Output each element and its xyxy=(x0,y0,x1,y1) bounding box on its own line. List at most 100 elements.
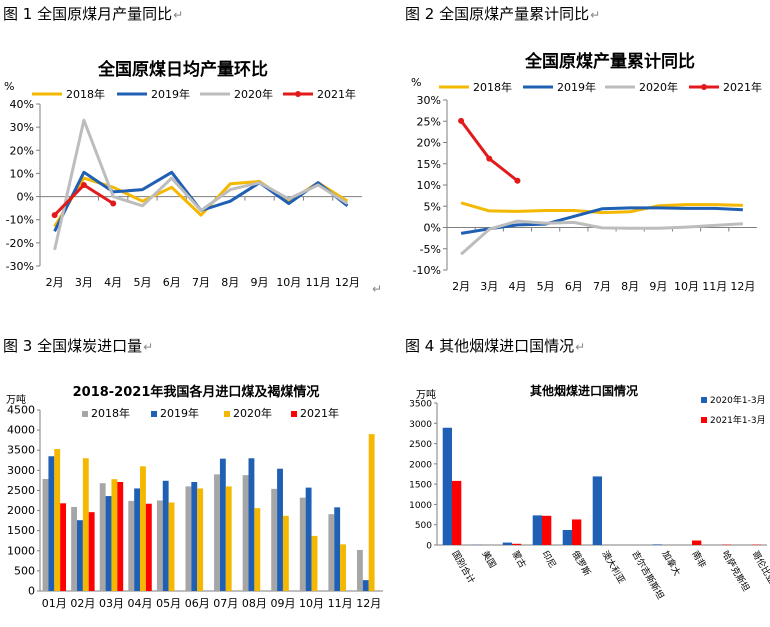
x-tick-label: 10月 xyxy=(276,276,301,289)
legend-label: 2021年 xyxy=(317,87,356,101)
legend-marker xyxy=(295,91,301,97)
bar xyxy=(502,542,512,545)
x-tick-label: 蒙古 xyxy=(509,549,528,571)
x-tick-label: 印尼 xyxy=(539,549,558,571)
y-tick-label: 40% xyxy=(10,98,34,111)
y-unit-label: % xyxy=(411,76,421,89)
bar xyxy=(248,458,255,591)
legend-label: 2019年 xyxy=(160,406,199,420)
y-unit-label: 万吨 xyxy=(416,388,436,401)
x-tick-label: 7月 xyxy=(192,276,210,289)
y-tick-label: 20% xyxy=(10,144,34,157)
x-tick-label: 11月 xyxy=(328,597,353,610)
y-tick-label: 1000 xyxy=(7,544,35,557)
bar xyxy=(542,515,552,545)
legend-label: 2020年 xyxy=(639,80,678,94)
y-tick-label: -10% xyxy=(6,214,34,227)
legend-swatch xyxy=(82,411,88,417)
series-line-2021年 xyxy=(459,119,519,182)
chart-monthly-coal-imports: 2018-2021年我国各月进口煤及褐煤情况 万吨 2018年 2019年 2020年 2… xyxy=(0,375,385,627)
bar xyxy=(340,544,346,591)
figure-caption-3: 图 3 全国煤炭进口量↵ xyxy=(3,337,154,355)
x-tick-label: 10月 xyxy=(674,280,699,293)
legend-label: 2018年 xyxy=(473,80,512,94)
x-tick-label: 哥伦比亚 xyxy=(749,549,770,586)
figure-caption-4: 图 4 其他烟煤进口国情况↵ xyxy=(405,337,586,355)
y-tick-label: 1500 xyxy=(7,524,35,537)
legend-label: 2019年 xyxy=(151,87,190,101)
x-tick-label: 01月 xyxy=(42,597,67,610)
bar xyxy=(88,512,95,591)
legend-label: 2020年1-3月 xyxy=(710,394,766,406)
y-tick-label: 2500 xyxy=(7,484,35,497)
x-tick-label: 6月 xyxy=(163,276,181,289)
bar xyxy=(162,480,169,591)
y-tick-label: 30% xyxy=(10,121,34,134)
chart-title: 全国原煤产量累计同比 xyxy=(524,51,695,72)
x-tick-label: 4月 xyxy=(104,276,122,289)
x-tick-label: 5月 xyxy=(133,276,151,289)
legend-label: 2018年 xyxy=(66,87,105,101)
bar xyxy=(156,500,163,591)
x-tick-label: 04月 xyxy=(128,597,153,610)
y-tick-label: 3500 xyxy=(409,400,432,410)
legend-label: 2021年1-3月 xyxy=(710,414,766,426)
y-tick-label: 0% xyxy=(424,222,441,235)
series-line-2019年 xyxy=(53,170,349,232)
bar xyxy=(219,458,226,591)
x-tick-label: 12月 xyxy=(335,276,360,289)
x-tick-label: 哈萨克斯坦 xyxy=(719,549,752,594)
figure-caption-2: 图 2 全国原煤产量累计同比↵ xyxy=(405,5,601,23)
bar xyxy=(368,434,375,591)
legend-swatch xyxy=(151,411,157,417)
bar xyxy=(117,481,124,591)
bar xyxy=(271,488,278,591)
y-unit-label: % xyxy=(4,80,14,93)
y-tick-label: 30% xyxy=(417,94,441,107)
x-tick-label: 07月 xyxy=(213,597,238,610)
y-tick-label: 0 xyxy=(28,585,35,598)
y-unit-label: 万吨 xyxy=(6,393,26,406)
y-tick-label: 3000 xyxy=(7,464,35,477)
y-tick-label: 2500 xyxy=(409,440,432,450)
x-tick-label: 8月 xyxy=(621,280,639,293)
bar xyxy=(111,479,118,591)
y-tick-label: -20% xyxy=(6,237,34,250)
bar xyxy=(305,487,312,591)
bar xyxy=(145,503,152,591)
data-point xyxy=(80,182,87,188)
series-line-2019年 xyxy=(460,206,743,235)
x-tick-label: 11月 xyxy=(702,280,727,293)
figure-caption-1: 图 1 全国原煤月产量同比↵ xyxy=(3,5,184,23)
x-tick-label: 10月 xyxy=(299,597,324,610)
bar xyxy=(442,427,452,545)
bar xyxy=(105,496,112,591)
x-tick-label: 加拿大 xyxy=(659,549,683,578)
data-point xyxy=(514,177,521,184)
legend-swatch xyxy=(701,417,707,423)
bar xyxy=(168,502,175,591)
legend-label: 2018年 xyxy=(91,406,130,420)
legend-swatch xyxy=(291,411,297,417)
x-tick-label: 12月 xyxy=(730,280,755,293)
x-tick-label: 7月 xyxy=(593,280,611,293)
bar xyxy=(128,500,135,591)
bar xyxy=(77,520,83,591)
bar xyxy=(140,466,146,591)
bar xyxy=(532,515,542,545)
bar xyxy=(362,580,369,591)
y-tick-label: 4500 xyxy=(7,404,35,417)
x-tick-label: 09月 xyxy=(270,597,295,610)
bar xyxy=(134,488,141,591)
bar xyxy=(99,483,106,591)
bar xyxy=(82,458,89,591)
bar xyxy=(242,475,249,591)
bar xyxy=(254,508,261,591)
bar xyxy=(452,480,462,545)
series-line-2018年 xyxy=(460,201,743,215)
bar xyxy=(225,486,232,591)
x-tick-label: 06月 xyxy=(185,597,210,610)
y-tick-label: -5% xyxy=(420,243,441,256)
chart-cumulative-output-yoy: 全国原煤产量累计同比% 2018年 2019年 2020年 2021年 30% 25% 20%… xyxy=(402,30,770,300)
y-tick-label: 20% xyxy=(417,137,441,150)
